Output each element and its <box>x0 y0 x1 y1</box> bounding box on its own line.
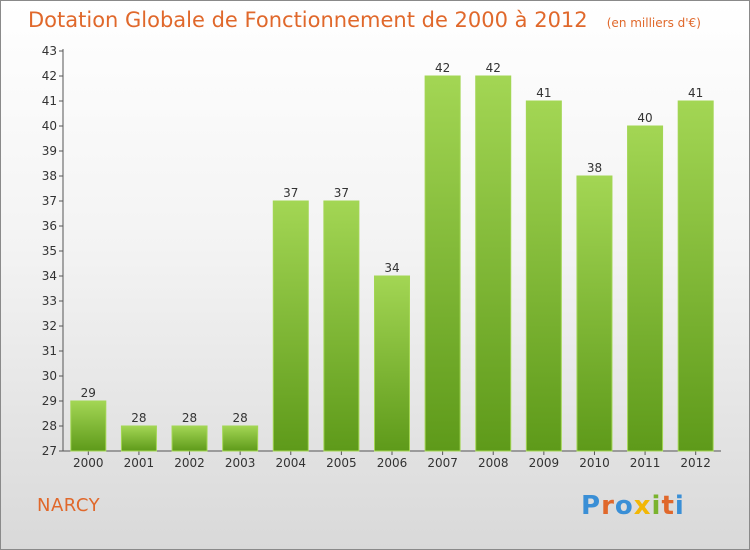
axes: 27 28 29 30 31 32 33 34 35 36 37 38 39 40 41 42 43 <box>42 44 721 458</box>
chart-title: Dotation Globale de Fonctionnement de 20… <box>28 8 588 32</box>
title-row: Dotation Globale de Fonctionnement de 20… <box>28 8 701 32</box>
y-tick-label: 40 <box>42 119 57 133</box>
bar-2000 <box>70 400 107 452</box>
x-tick-label-2010: 2010 <box>579 456 610 470</box>
bar-2002 <box>171 425 208 452</box>
logo-letter: P <box>581 491 602 521</box>
bar-2004 <box>272 200 309 452</box>
proxiti-logo: Proxiti <box>581 491 685 521</box>
value-label-2005: 37 <box>334 186 349 200</box>
logo-letter: t <box>661 491 675 521</box>
value-label-2006: 34 <box>384 261 399 275</box>
value-label-2011: 40 <box>637 111 652 125</box>
x-tick-label-2011: 2011 <box>630 456 661 470</box>
value-label-2010: 38 <box>587 161 602 175</box>
bars <box>70 75 714 452</box>
logo-letter: x <box>633 491 652 521</box>
y-tick-label: 36 <box>42 219 57 233</box>
labels: 29 2000 28 2001 28 2002 28 2003 37 2004 37 2005 34 20… <box>73 61 711 470</box>
bar-2008 <box>475 75 512 452</box>
bar-2005 <box>323 200 360 452</box>
value-label-2003: 28 <box>233 411 248 425</box>
value-label-2007: 42 <box>435 61 450 75</box>
y-tick-label: 35 <box>42 244 57 258</box>
bar-2009 <box>525 100 562 452</box>
y-tick-label: 30 <box>42 369 57 383</box>
x-tick-label-2002: 2002 <box>174 456 205 470</box>
logo-letter: r <box>601 491 615 521</box>
y-tick-label: 34 <box>42 269 57 283</box>
x-tick-label-2004: 2004 <box>275 456 306 470</box>
y-tick-label: 41 <box>42 94 57 108</box>
commune-name: NARCY <box>37 495 101 516</box>
value-label-2012: 41 <box>688 86 703 100</box>
value-label-2001: 28 <box>131 411 146 425</box>
bar-2001 <box>120 425 157 452</box>
logo-letter: i <box>674 491 685 521</box>
bar-2003 <box>222 425 259 452</box>
y-tick-label: 39 <box>42 144 57 158</box>
value-label-2009: 41 <box>536 86 551 100</box>
y-tick-label: 43 <box>42 44 57 58</box>
y-tick-label: 27 <box>42 444 57 458</box>
y-tick-label: 29 <box>42 394 57 408</box>
logo-letter: o <box>614 491 634 521</box>
x-tick-label-2000: 2000 <box>73 456 104 470</box>
value-label-2008: 42 <box>486 61 501 75</box>
y-tick-label: 28 <box>42 419 57 433</box>
y-tick-label: 38 <box>42 169 57 183</box>
y-tick-label: 31 <box>42 344 57 358</box>
x-tick-label-2005: 2005 <box>326 456 357 470</box>
x-tick-label-2003: 2003 <box>225 456 256 470</box>
logo-letter: i <box>651 491 662 521</box>
bar-2010 <box>576 175 613 452</box>
unit-note: (en milliers d'€) <box>606 16 701 30</box>
x-tick-label-2006: 2006 <box>377 456 408 470</box>
bar-2007 <box>424 75 461 452</box>
x-tick-label-2001: 2001 <box>124 456 155 470</box>
x-tick-label-2009: 2009 <box>529 456 560 470</box>
bar-2011 <box>627 125 664 452</box>
x-tick-label-2008: 2008 <box>478 456 509 470</box>
y-tick-label: 42 <box>42 69 57 83</box>
bar-2012 <box>677 100 714 452</box>
y-tick-label: 37 <box>42 194 57 208</box>
x-tick-label-2012: 2012 <box>680 456 711 470</box>
value-label-2000: 29 <box>81 386 96 400</box>
y-tick-label: 33 <box>42 294 57 308</box>
bar-2006 <box>374 275 410 452</box>
y-tick-label: 32 <box>42 319 57 333</box>
value-label-2004: 37 <box>283 186 298 200</box>
x-tick-label-2007: 2007 <box>427 456 458 470</box>
value-label-2002: 28 <box>182 411 197 425</box>
